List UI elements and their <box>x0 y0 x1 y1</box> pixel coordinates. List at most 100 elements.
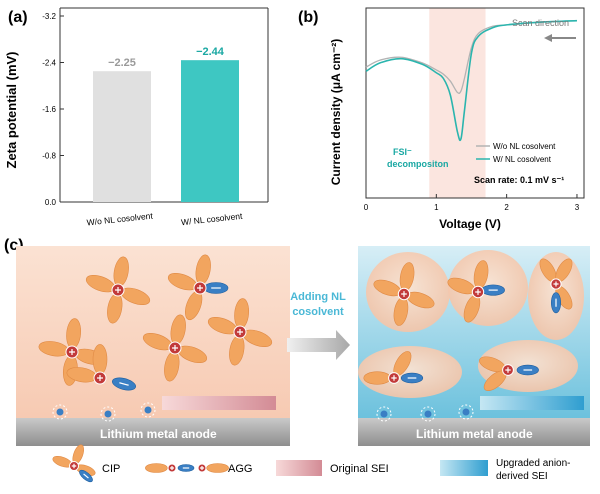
electron-marker <box>376 406 392 422</box>
fsi-annotation-line2: decompositon <box>387 159 449 169</box>
solvation-cluster <box>539 258 573 314</box>
panel-a-label: (a) <box>8 9 28 26</box>
solvent-molecule <box>206 463 229 473</box>
solvation-sheath <box>358 346 462 398</box>
panel-a-y-tick-label: -3.2 <box>42 12 56 21</box>
solvation-cluster <box>363 351 424 385</box>
panel-a-bar <box>181 60 239 202</box>
scan-direction-arrow <box>544 34 576 42</box>
panel-b-legend: W/o NL cosolvent W/ NL cosolvent <box>476 142 556 164</box>
plus-icon <box>115 287 121 293</box>
electron-marker <box>100 406 116 422</box>
transition-arrow <box>287 330 350 360</box>
panel-b-x-ticks: 0 1 2 3 <box>364 194 580 212</box>
panel-a-y-tick-label: -1.6 <box>42 105 56 114</box>
panel-a-bars: −2.25 −2.44 <box>93 46 239 202</box>
minus-icon <box>119 382 129 386</box>
molecule-clusters <box>38 254 573 422</box>
solvation-cluster <box>167 254 229 321</box>
plus-icon <box>170 466 174 470</box>
left-anode <box>16 418 290 446</box>
panel-a-category-1: W/o NL cosolvent <box>86 211 154 228</box>
legend-original-sei-swatch <box>276 460 322 476</box>
plus-icon <box>197 285 203 291</box>
solvent-molecule <box>92 344 108 375</box>
solvent-molecule <box>363 371 392 385</box>
plus-icon <box>97 375 103 381</box>
solvation-cluster <box>373 262 435 326</box>
scan-rate-label: Scan rate: 0.1 mV s⁻¹ <box>474 175 564 185</box>
solvation-cluster <box>85 256 151 324</box>
schematic-legend-icons <box>52 444 229 483</box>
legend-agg-label: AGG <box>228 463 252 475</box>
solvation-cluster <box>142 314 208 382</box>
legend-cip-icon <box>52 444 96 483</box>
electron-dot <box>104 410 112 418</box>
electron-marker <box>140 402 156 418</box>
panel-a-category-2: W/ NL cosolvent <box>181 211 244 227</box>
panel-b-x-tick-label: 1 <box>434 203 439 212</box>
panel-b-series <box>365 19 577 142</box>
panel-a-bar <box>93 71 151 202</box>
left-anode-label: Lithium metal anode <box>100 427 217 441</box>
right-anode-label: Lithium metal anode <box>416 427 533 441</box>
panel-a-y-axis-label: Zeta potential (mV) <box>4 51 19 168</box>
plus-icon <box>200 466 204 470</box>
legend-original-sei-label: Original SEI <box>330 463 389 475</box>
panel-a-y-tick-label: -0.8 <box>42 152 56 161</box>
plus-icon <box>172 345 178 351</box>
panel-b-shaded-band <box>429 8 486 198</box>
electron-dot <box>424 410 432 418</box>
plus-icon <box>505 367 511 373</box>
legend-agg-icon <box>145 463 229 473</box>
electron-dot <box>56 408 64 416</box>
panel-c: (c) Lithium metal anode Adding NL cosolv… <box>4 237 590 483</box>
plus-icon <box>553 281 559 287</box>
plus-icon <box>237 329 243 335</box>
panel-a-y-tick-label: 0.0 <box>45 198 57 207</box>
solvation-cluster <box>479 356 539 391</box>
left-original-sei <box>162 396 276 410</box>
panel-a-bar-value-label: −2.25 <box>108 57 136 69</box>
electron-dot <box>462 408 470 416</box>
solvent-molecule <box>145 463 168 473</box>
plus-icon <box>71 463 77 469</box>
plus-icon <box>391 375 397 381</box>
electron-marker <box>52 404 68 420</box>
panel-a-y-ticks: -3.2 -2.4 -1.6 -0.8 0.0 <box>42 12 64 207</box>
electron-dot <box>380 410 388 418</box>
panel-b: (b) Current density (μA cm⁻²) 0 1 2 3 Volta… <box>298 7 585 231</box>
panel-b-frame <box>365 7 585 199</box>
panel-a-y-tick-label: -2.4 <box>42 59 56 68</box>
panel-a: (a) Zeta potential (mV) -3.2 -2.4 -1.6 -0.8… <box>4 7 269 228</box>
electron-marker <box>458 404 474 420</box>
solvation-cluster <box>447 260 505 323</box>
electron-marker <box>420 406 436 422</box>
panel-b-label: (b) <box>298 9 318 26</box>
plus-icon <box>401 291 407 297</box>
transition-label-line1: Adding NL <box>290 291 346 303</box>
electron-dot <box>144 406 152 414</box>
plus-icon <box>69 349 75 355</box>
solvation-cluster <box>66 344 136 391</box>
legend-label-with: W/ NL cosolvent <box>493 155 552 164</box>
panel-b-y-axis-label: Current density (μA cm⁻²) <box>329 39 343 186</box>
solvation-cluster <box>207 298 273 366</box>
scan-direction-label: Scan direction <box>512 18 569 28</box>
panel-b-x-tick-label: 3 <box>575 203 580 212</box>
panel-a-bar-value-label: −2.44 <box>196 46 225 58</box>
panel-b-x-tick-label: 2 <box>504 203 509 212</box>
legend-cip-label: CIP <box>102 463 120 475</box>
fsi-annotation-line1: FSI⁻ <box>393 147 412 157</box>
legend-upgraded-sei-label-line1: Upgraded anion- <box>496 458 571 469</box>
legend-upgraded-sei-swatch <box>440 460 488 476</box>
right-upgraded-sei <box>480 396 584 410</box>
legend-upgraded-sei-label-line2: derived SEI <box>496 471 548 482</box>
plus-icon <box>475 289 481 295</box>
right-anode <box>358 418 590 446</box>
panel-b-x-axis-label: Voltage (V) <box>439 217 501 231</box>
panel-b-x-tick-label: 0 <box>364 203 369 212</box>
legend-label-without: W/o NL cosolvent <box>493 142 556 151</box>
series-line-with-nl <box>365 19 577 142</box>
